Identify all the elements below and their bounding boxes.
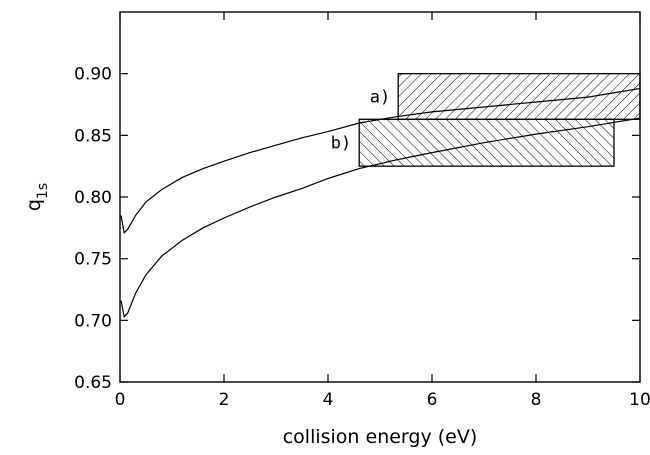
- region-labels: a) b): [331, 87, 390, 153]
- shaded-regions: [358, 73, 641, 167]
- plot-frame: [119, 11, 641, 383]
- y-tick-label: 0.80: [74, 188, 112, 208]
- x-tick-label: 2: [219, 390, 230, 410]
- y-axis-label: q1s: [23, 183, 51, 211]
- x-tick-label: 0: [115, 390, 126, 410]
- x-tick-label: 10: [629, 390, 650, 410]
- region-0: [397, 73, 641, 120]
- y-tick-label: 0.75: [74, 250, 112, 270]
- y-axis-label-subscript: 1s: [35, 183, 51, 199]
- y-tick-label: 0.85: [74, 126, 112, 146]
- region-label-1: b): [331, 134, 351, 154]
- x-axis-ticks: 0 2 4 6 8 10: [115, 12, 650, 410]
- curves: [120, 87, 641, 318]
- series-curve-1: [120, 117, 641, 318]
- y-tick-label: 0.70: [74, 311, 112, 331]
- y-tick-label: 0.90: [74, 65, 112, 85]
- region-label-0: a): [370, 87, 390, 107]
- y-axis-label-main: q: [23, 199, 45, 211]
- series-curve-0: [120, 87, 641, 235]
- x-tick-label: 4: [323, 390, 334, 410]
- x-axis-label: collision energy (eV): [283, 426, 478, 448]
- y-axis-ticks: 0.65 0.70 0.75 0.80 0.85 0.90: [74, 65, 640, 393]
- y-tick-label: 0.65: [74, 373, 112, 393]
- x-tick-label: 8: [531, 390, 542, 410]
- x-tick-label: 6: [427, 390, 438, 410]
